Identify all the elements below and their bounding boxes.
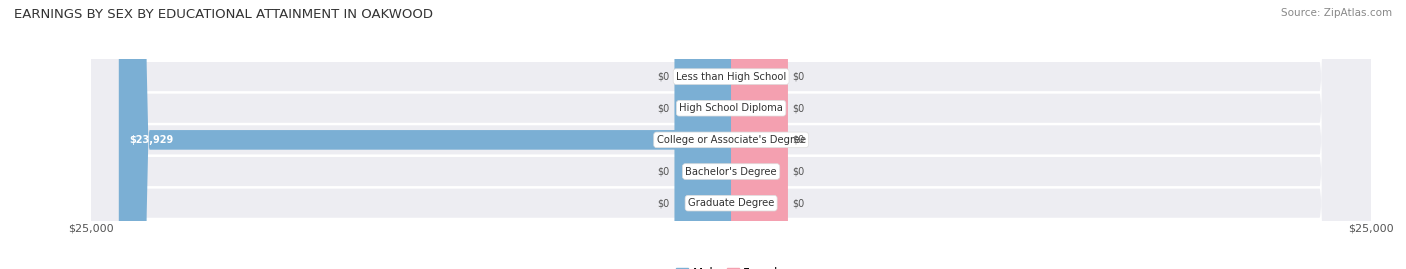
FancyBboxPatch shape xyxy=(731,0,787,269)
Text: $0: $0 xyxy=(793,198,804,208)
Text: Bachelor's Degree: Bachelor's Degree xyxy=(685,167,778,176)
FancyBboxPatch shape xyxy=(731,0,787,269)
Text: $0: $0 xyxy=(658,72,669,82)
FancyBboxPatch shape xyxy=(675,0,731,269)
FancyBboxPatch shape xyxy=(91,0,1371,269)
FancyBboxPatch shape xyxy=(731,0,787,269)
Text: $0: $0 xyxy=(793,72,804,82)
Text: High School Diploma: High School Diploma xyxy=(679,103,783,113)
FancyBboxPatch shape xyxy=(675,0,731,269)
Text: $0: $0 xyxy=(793,167,804,176)
Text: EARNINGS BY SEX BY EDUCATIONAL ATTAINMENT IN OAKWOOD: EARNINGS BY SEX BY EDUCATIONAL ATTAINMEN… xyxy=(14,8,433,21)
Text: $0: $0 xyxy=(658,103,669,113)
FancyBboxPatch shape xyxy=(731,0,787,269)
FancyBboxPatch shape xyxy=(118,0,731,269)
Text: $0: $0 xyxy=(793,135,804,145)
Text: $0: $0 xyxy=(658,167,669,176)
FancyBboxPatch shape xyxy=(91,0,1371,269)
Text: Graduate Degree: Graduate Degree xyxy=(688,198,775,208)
FancyBboxPatch shape xyxy=(675,0,731,269)
Text: $0: $0 xyxy=(658,198,669,208)
FancyBboxPatch shape xyxy=(91,0,1371,269)
Text: Source: ZipAtlas.com: Source: ZipAtlas.com xyxy=(1281,8,1392,18)
FancyBboxPatch shape xyxy=(91,0,1371,269)
Text: $23,929: $23,929 xyxy=(129,135,173,145)
FancyBboxPatch shape xyxy=(91,0,1371,269)
Legend: Male, Female: Male, Female xyxy=(672,262,790,269)
Text: Less than High School: Less than High School xyxy=(676,72,786,82)
FancyBboxPatch shape xyxy=(675,0,731,269)
FancyBboxPatch shape xyxy=(731,0,787,269)
Text: $0: $0 xyxy=(793,103,804,113)
Text: College or Associate's Degree: College or Associate's Degree xyxy=(657,135,806,145)
